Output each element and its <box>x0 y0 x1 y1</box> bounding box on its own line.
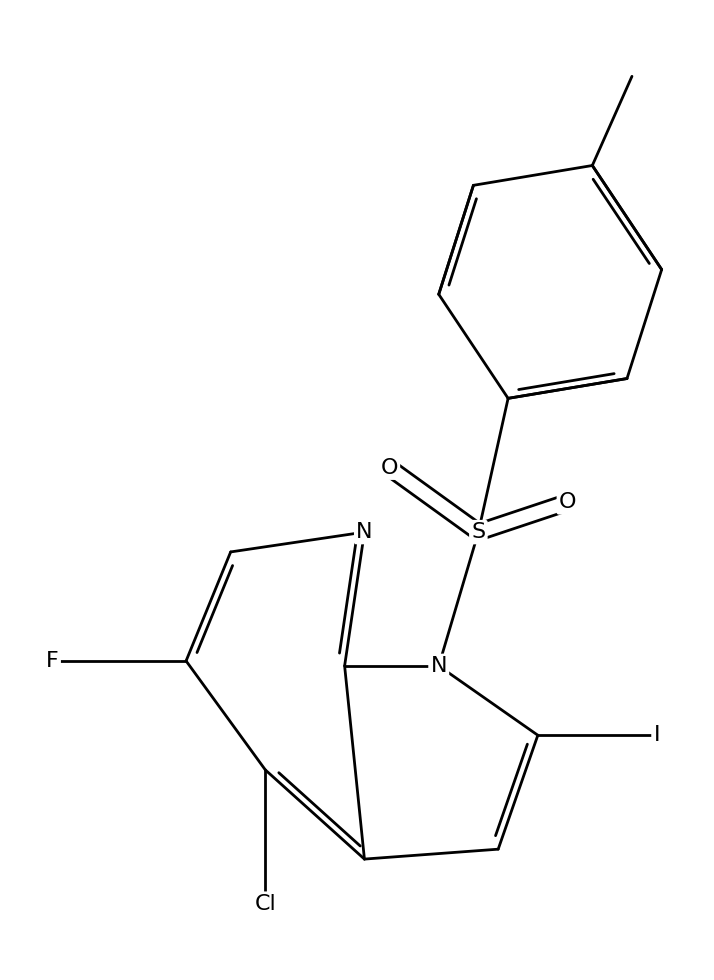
Text: O: O <box>381 458 398 477</box>
Text: F: F <box>46 651 59 671</box>
Text: I: I <box>653 725 660 745</box>
Text: S: S <box>471 522 486 542</box>
Text: Cl: Cl <box>254 894 276 913</box>
Text: N: N <box>356 522 373 542</box>
Text: O: O <box>559 492 576 513</box>
Text: N: N <box>431 656 447 676</box>
